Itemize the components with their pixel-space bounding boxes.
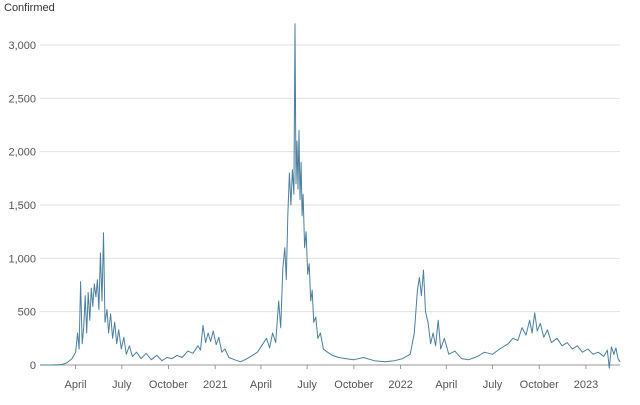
confirmed-series-line xyxy=(40,23,621,369)
y-tick-label: 1,500 xyxy=(8,200,36,212)
x-tick-label: October xyxy=(334,379,373,391)
y-axis-title: Confirmed xyxy=(4,2,55,14)
y-tick-label: 1,000 xyxy=(8,253,36,265)
x-tick-label: 2021 xyxy=(203,379,227,391)
series-layer xyxy=(40,23,621,369)
x-tick-label: October xyxy=(520,379,559,391)
x-tick-label: July xyxy=(483,379,503,391)
y-tick-label: 0 xyxy=(30,360,36,372)
x-tick-label: April xyxy=(65,379,87,391)
y-tick-label: 500 xyxy=(18,307,36,319)
x-tick-label: April xyxy=(250,379,272,391)
x-axis-ticks: April July October 2021 April July October 2022… xyxy=(65,365,598,391)
y-tick-label: 2,500 xyxy=(8,93,36,105)
x-tick-label: 2023 xyxy=(574,379,598,391)
x-tick-label: 2022 xyxy=(388,379,412,391)
y-tick-label: 3,000 xyxy=(8,40,36,52)
x-tick-label: July xyxy=(112,379,132,391)
x-tick-label: July xyxy=(297,379,317,391)
gridlines xyxy=(40,44,620,366)
y-axis-ticks: 0 500 1,000 1,500 2,000 2,500 3,000 xyxy=(8,40,36,372)
y-tick-label: 2,000 xyxy=(8,147,36,159)
x-tick-label: October xyxy=(149,379,188,391)
x-tick-label: April xyxy=(435,379,457,391)
